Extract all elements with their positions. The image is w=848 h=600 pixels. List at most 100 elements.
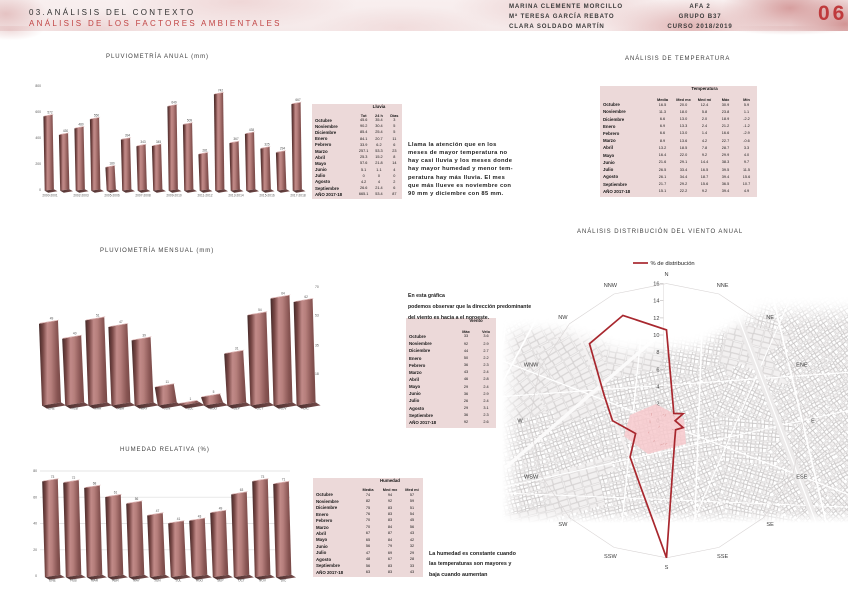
svg-text:400: 400 bbox=[35, 136, 41, 140]
svg-text:8: 8 bbox=[656, 350, 659, 356]
svg-text:2017-2018: 2017-2018 bbox=[290, 194, 305, 198]
svg-text:DIC: DIC bbox=[281, 579, 287, 583]
svg-text:509: 509 bbox=[187, 119, 193, 123]
svg-text:180: 180 bbox=[109, 161, 115, 165]
svg-text:SW: SW bbox=[558, 522, 568, 528]
svg-text:54: 54 bbox=[258, 308, 262, 312]
svg-text:60: 60 bbox=[33, 495, 37, 499]
svg-text:480: 480 bbox=[78, 122, 84, 126]
svg-text:61: 61 bbox=[114, 491, 118, 495]
svg-text:E: E bbox=[811, 419, 815, 425]
svg-text:OCT: OCT bbox=[238, 579, 245, 583]
svg-text:56: 56 bbox=[135, 497, 139, 501]
svg-text:43: 43 bbox=[198, 514, 202, 518]
svg-text:SE: SE bbox=[766, 522, 774, 528]
svg-text:14: 14 bbox=[653, 299, 659, 305]
svg-text:2005-2006: 2005-2006 bbox=[104, 194, 119, 198]
svg-text:1: 1 bbox=[190, 397, 192, 401]
svg-text:40: 40 bbox=[73, 332, 77, 336]
svg-text:20: 20 bbox=[33, 548, 37, 552]
svg-text:800: 800 bbox=[35, 84, 41, 88]
svg-text:63: 63 bbox=[240, 488, 244, 492]
svg-text:73: 73 bbox=[51, 475, 55, 479]
svg-text:4: 4 bbox=[656, 384, 659, 390]
svg-text:N: N bbox=[664, 272, 668, 278]
svg-text:ABR: ABR bbox=[112, 579, 119, 583]
svg-text:345: 345 bbox=[156, 140, 162, 144]
svg-text:39: 39 bbox=[142, 333, 146, 337]
svg-text:MAY: MAY bbox=[133, 579, 141, 583]
svg-text:64: 64 bbox=[281, 292, 285, 296]
svg-text:2: 2 bbox=[656, 402, 659, 408]
svg-text:394: 394 bbox=[125, 134, 131, 138]
svg-text:AGO: AGO bbox=[210, 407, 218, 411]
svg-text:649: 649 bbox=[171, 100, 177, 104]
svg-text:AGO: AGO bbox=[196, 579, 204, 583]
svg-text:2015-2016: 2015-2016 bbox=[259, 194, 274, 198]
svg-text:6: 6 bbox=[656, 367, 659, 373]
svg-text:% de distribución: % de distribución bbox=[651, 261, 695, 267]
svg-text:49: 49 bbox=[219, 506, 223, 510]
svg-text:438: 438 bbox=[249, 128, 255, 132]
svg-text:2013-2014: 2013-2014 bbox=[228, 194, 243, 198]
svg-text:JUN: JUN bbox=[154, 579, 161, 583]
svg-text:742: 742 bbox=[218, 88, 224, 92]
svg-text:NE: NE bbox=[766, 315, 774, 321]
svg-text:2000-2001: 2000-2001 bbox=[42, 194, 57, 198]
svg-text:NW: NW bbox=[558, 315, 568, 321]
svg-text:667: 667 bbox=[295, 98, 301, 102]
svg-text:WSW: WSW bbox=[524, 475, 539, 481]
svg-text:MAR: MAR bbox=[91, 579, 99, 583]
svg-text:294: 294 bbox=[280, 147, 286, 151]
svg-text:47: 47 bbox=[156, 509, 160, 513]
svg-text:2009-2010: 2009-2010 bbox=[166, 194, 181, 198]
svg-text:430: 430 bbox=[63, 129, 69, 133]
svg-text:367: 367 bbox=[233, 137, 239, 141]
svg-text:572: 572 bbox=[47, 110, 53, 114]
svg-text:550: 550 bbox=[94, 113, 100, 117]
svg-text:51: 51 bbox=[96, 313, 100, 317]
svg-text:73: 73 bbox=[261, 475, 265, 479]
svg-text:68: 68 bbox=[93, 481, 97, 485]
svg-text:5: 5 bbox=[213, 390, 215, 394]
svg-text:JUN: JUN bbox=[164, 407, 171, 411]
svg-text:JUL: JUL bbox=[188, 407, 194, 411]
svg-text:2011-2012: 2011-2012 bbox=[197, 194, 212, 198]
svg-text:SEP: SEP bbox=[234, 407, 240, 411]
svg-text:SEP: SEP bbox=[217, 579, 223, 583]
svg-text:S: S bbox=[665, 565, 669, 571]
svg-text:80: 80 bbox=[33, 469, 37, 473]
svg-text:41: 41 bbox=[177, 517, 181, 521]
svg-text:JUL: JUL bbox=[176, 579, 182, 583]
svg-text:16: 16 bbox=[653, 282, 659, 288]
svg-text:DIC: DIC bbox=[303, 407, 309, 411]
svg-text:NNE: NNE bbox=[717, 283, 729, 289]
svg-text:343: 343 bbox=[140, 140, 146, 144]
svg-text:62: 62 bbox=[304, 295, 308, 299]
svg-text:47: 47 bbox=[119, 320, 123, 324]
svg-text:53: 53 bbox=[315, 314, 319, 318]
svg-text:W: W bbox=[517, 419, 523, 425]
svg-text:600: 600 bbox=[35, 110, 41, 114]
svg-text:0: 0 bbox=[39, 188, 41, 192]
svg-text:SSE: SSE bbox=[717, 554, 728, 560]
svg-text:72: 72 bbox=[72, 476, 76, 480]
svg-text:2002-2003: 2002-2003 bbox=[73, 194, 88, 198]
svg-text:NNW: NNW bbox=[604, 283, 618, 289]
svg-text:WNW: WNW bbox=[524, 362, 539, 368]
svg-text:71: 71 bbox=[282, 478, 286, 482]
svg-text:FEB: FEB bbox=[72, 407, 78, 411]
svg-text:40: 40 bbox=[33, 522, 37, 526]
svg-text:ENE: ENE bbox=[48, 407, 55, 411]
svg-text:OCT: OCT bbox=[257, 407, 264, 411]
svg-text:31: 31 bbox=[235, 347, 239, 351]
svg-text:NOV: NOV bbox=[259, 579, 267, 583]
svg-text:NOV: NOV bbox=[280, 407, 288, 411]
svg-text:ABR: ABR bbox=[118, 407, 125, 411]
svg-text:10: 10 bbox=[653, 333, 659, 339]
svg-text:FEB: FEB bbox=[70, 579, 76, 583]
svg-text:325: 325 bbox=[264, 143, 270, 147]
svg-text:281: 281 bbox=[202, 148, 208, 152]
svg-text:ENE: ENE bbox=[796, 362, 808, 368]
svg-text:ENE: ENE bbox=[49, 579, 56, 583]
